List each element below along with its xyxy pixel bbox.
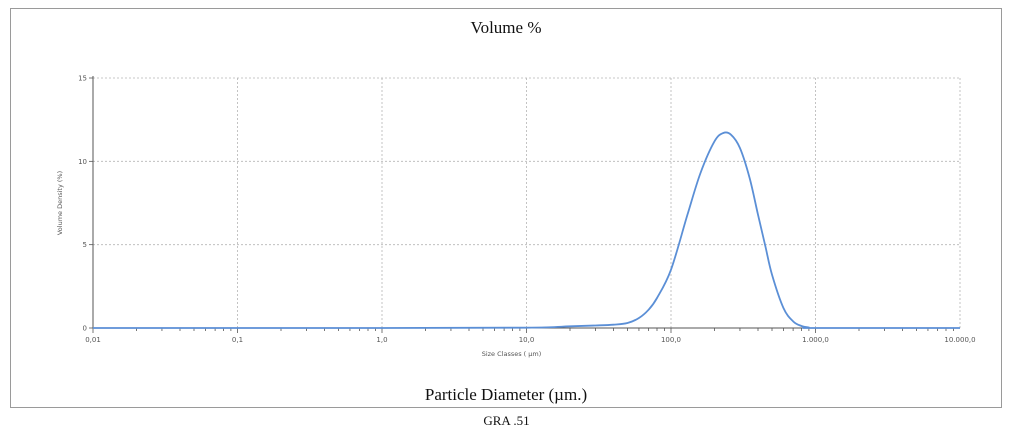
x-tick-label: 100,0 [661,336,681,344]
x-tick-label: 1.000,0 [802,336,829,344]
y-tick-label: 5 [83,241,87,249]
y-axis-title: Volume Density (%) [56,171,64,235]
x-tick-label: 0,1 [232,336,243,344]
x-tick-label: 10.000,0 [944,336,975,344]
y-tick-label: 0 [83,325,87,333]
x-axis-title: Size Classes ( µm) [482,350,542,358]
particle-diameter-label: Particle Diameter (µm.) [424,385,588,404]
volume-density-series-line [93,131,960,329]
x-tick-label: 0,01 [85,336,101,344]
chart-frame: Volume % Particle Diameter (µm.) [10,8,1002,408]
x-tick-label: 10,0 [519,336,535,344]
chart-title: Volume % [470,18,542,37]
x-tick-label: 1,0 [376,336,387,344]
y-tick-label: 15 [78,75,87,83]
figure-caption: GRA .51 [483,413,530,428]
y-tick-label: 10 [78,158,87,166]
